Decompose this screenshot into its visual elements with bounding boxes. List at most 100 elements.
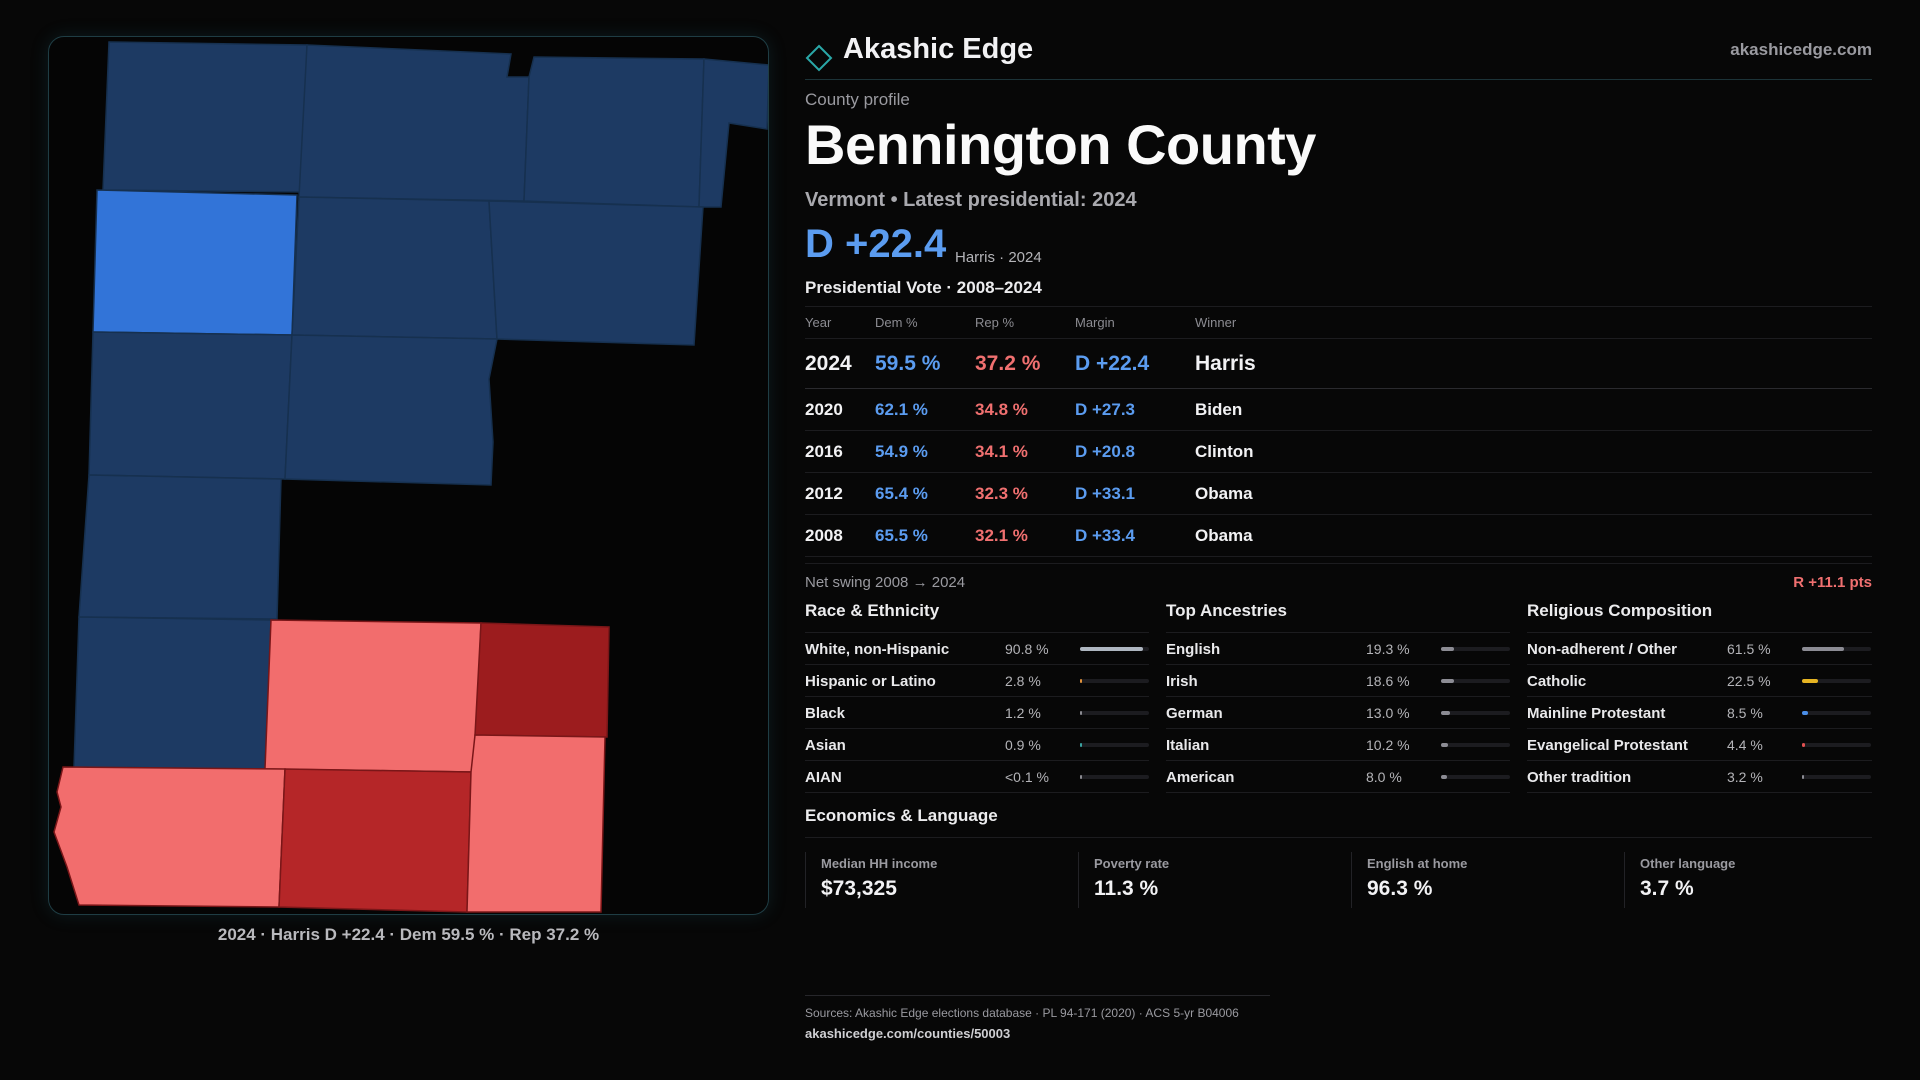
stat-label: Other tradition [1527, 769, 1632, 786]
map-town-2[interactable] [298, 44, 530, 202]
cell-year: 2016 [805, 430, 875, 473]
col-rep: Rep % [975, 306, 1075, 339]
share-bar [1802, 679, 1871, 683]
share-bar [1441, 775, 1510, 779]
map-town-16[interactable] [466, 734, 606, 913]
stat-label: Non-adherent / Other [1527, 641, 1678, 658]
map-town-13[interactable] [474, 622, 610, 738]
stat-label: Mainline Protestant [1527, 705, 1666, 722]
table-row[interactable]: 2024 59.5 % 37.2 % D +22.4 Harris [805, 338, 1872, 389]
cell-year: 2008 [805, 514, 875, 557]
brand-url[interactable]: akashicedge.com [1730, 40, 1872, 59]
brand-name[interactable]: Akashic Edge [843, 33, 1034, 65]
share-bar-fill [1802, 711, 1808, 715]
religion-section: Religious Composition Non-adherent / Oth… [1527, 601, 1872, 793]
share-bar-fill [1441, 743, 1448, 747]
share-bar [1080, 647, 1149, 651]
econ-cell-other-language: Other language 3.7 % [1624, 852, 1735, 908]
table-row[interactable]: 2020 62.1 % 34.8 % D +27.3 Biden [805, 388, 1872, 431]
list-item: Catholic 22.5 % [1527, 665, 1872, 697]
cell-winner: Obama [1195, 472, 1872, 515]
col-dem: Dem % [875, 306, 975, 339]
stat-value: 0.9 % [1005, 737, 1041, 753]
list-item: Italian 10.2 % [1166, 729, 1510, 761]
list-item: White, non-Hispanic 90.8 % [805, 633, 1149, 665]
race-section-title: Race & Ethnicity [805, 601, 1149, 633]
share-bar-fill [1080, 711, 1082, 715]
econ-cell-english: English at home 96.3 % [1351, 852, 1467, 908]
profile-kicker: County profile [805, 90, 910, 109]
stat-label: German [1166, 705, 1223, 722]
economics-section-title: Economics & Language [805, 806, 1872, 838]
map-town-5[interactable] [92, 189, 298, 336]
list-item: Black 1.2 % [805, 697, 1149, 729]
county-map-svg [53, 41, 769, 913]
footer-sources: Sources: Akashic Edge elections database… [805, 1006, 1239, 1020]
table-row[interactable]: 2012 65.4 % 32.3 % D +33.1 Obama [805, 472, 1872, 515]
ancestries-section: Top Ancestries English 19.3 % Irish 18.6… [1166, 601, 1510, 793]
cell-dem: 65.5 % [875, 514, 975, 557]
map-town-1[interactable] [102, 41, 308, 193]
vote-table-header: Year Dem % Rep % Margin Winner [805, 306, 1872, 339]
map-town-7[interactable] [488, 200, 704, 346]
map-town-15[interactable] [278, 768, 472, 913]
economics-grid: Median HH income $73,325 Poverty rate 11… [805, 852, 1872, 908]
vote-table-title: Presidential Vote · 2008–2024 [805, 278, 1042, 297]
share-bar [1441, 711, 1510, 715]
cell-winner: Biden [1195, 388, 1872, 431]
cell-winner: Obama [1195, 514, 1872, 557]
list-item: Evangelical Protestant 4.4 % [1527, 729, 1872, 761]
cell-winner: Harris [1195, 338, 1872, 389]
table-row[interactable]: 2008 65.5 % 32.1 % D +33.4 Obama [805, 514, 1872, 557]
cell-margin: D +20.8 [1075, 430, 1195, 473]
list-item: AIAN <0.1 % [805, 761, 1149, 793]
econ-value: 3.7 % [1640, 877, 1694, 900]
list-item: German 13.0 % [1166, 697, 1510, 729]
table-row[interactable]: 2016 54.9 % 34.1 % D +20.8 Clinton [805, 430, 1872, 473]
stat-label: Black [805, 705, 846, 722]
stat-value: 8.0 % [1366, 769, 1402, 785]
stat-label: Italian [1166, 737, 1210, 754]
stat-value: <0.1 % [1005, 769, 1049, 785]
share-bar [1441, 647, 1510, 651]
econ-label: English at home [1367, 856, 1468, 871]
econ-value: $73,325 [821, 877, 897, 900]
list-item: Mainline Protestant 8.5 % [1527, 697, 1872, 729]
stat-value: 18.6 % [1366, 673, 1410, 689]
list-item: Other tradition 3.2 % [1527, 761, 1872, 793]
econ-cell-income: Median HH income $73,325 [805, 852, 937, 908]
map-town-9[interactable] [284, 334, 498, 486]
share-bar [1802, 711, 1871, 715]
share-bar [1802, 647, 1871, 651]
map-town-8[interactable] [88, 331, 293, 480]
share-bar-fill [1080, 775, 1082, 779]
cell-dem: 65.4 % [875, 472, 975, 515]
stat-value: 1.2 % [1005, 705, 1041, 721]
stat-value: 90.8 % [1005, 641, 1049, 657]
share-bar-fill [1080, 679, 1082, 683]
share-bar [1080, 775, 1149, 779]
stat-value: 8.5 % [1727, 705, 1763, 721]
cell-rep: 32.1 % [975, 514, 1075, 557]
net-swing-value: R +11.1 pts [1793, 574, 1872, 591]
footer-url[interactable]: akashicedge.com/counties/50003 [805, 1026, 1011, 1041]
cell-dem: 59.5 % [875, 338, 975, 389]
map-town-10[interactable] [78, 474, 282, 620]
map-town-6[interactable] [291, 196, 498, 340]
map-town-3[interactable] [523, 56, 705, 208]
footer-divider [805, 995, 1270, 996]
map-town-14[interactable] [53, 766, 286, 908]
share-bar-fill [1441, 711, 1450, 715]
stat-label: Asian [805, 737, 846, 754]
cell-rep: 34.8 % [975, 388, 1075, 431]
map-town-12[interactable] [264, 619, 482, 773]
share-bar [1802, 743, 1871, 747]
cell-rep: 32.3 % [975, 472, 1075, 515]
share-bar [1080, 711, 1149, 715]
share-bar-fill [1080, 743, 1082, 747]
share-bar [1080, 679, 1149, 683]
map-town-4[interactable] [698, 58, 769, 208]
county-map[interactable] [48, 36, 769, 915]
map-town-11[interactable] [73, 616, 272, 770]
cell-year: 2024 [805, 338, 875, 389]
